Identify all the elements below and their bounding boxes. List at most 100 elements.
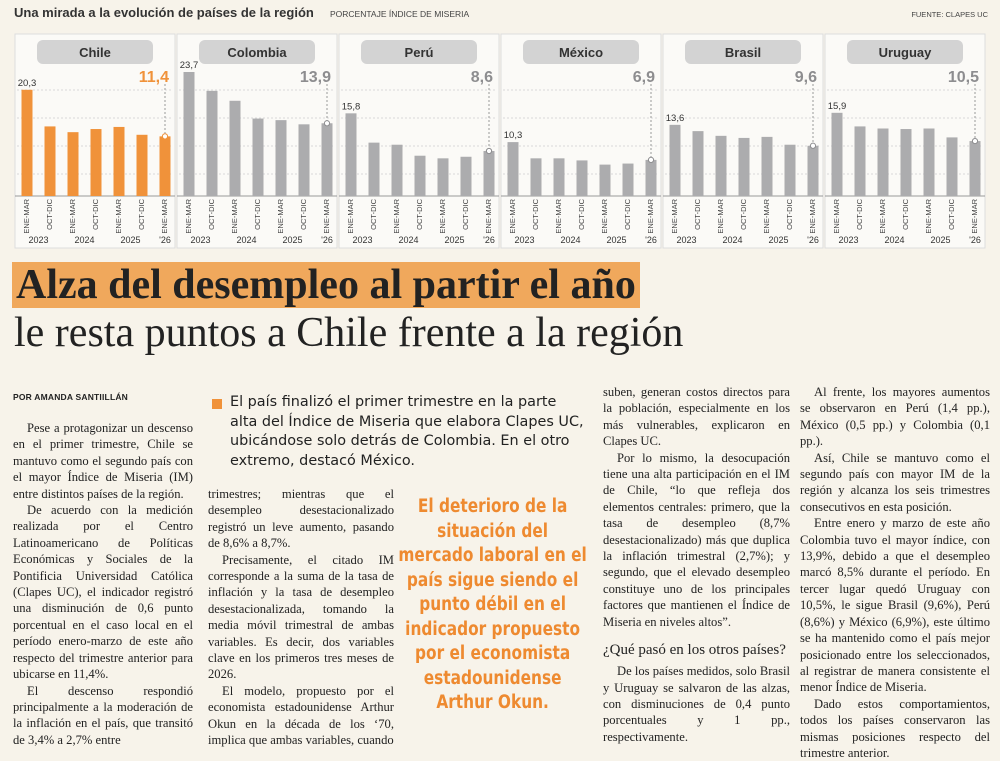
- year-label: 2025: [120, 235, 140, 245]
- x-tick-label: OCT-DIC: [369, 198, 378, 229]
- x-tick-label: ENE-MAR: [716, 198, 725, 233]
- x-tick-label: ENE-MAR: [508, 198, 517, 233]
- x-tick-label: ENE-MAR: [554, 198, 563, 233]
- x-tick-label: OCT-DIC: [461, 198, 470, 229]
- paragraph: Pese a protagonizar un descenso en el pr…: [13, 421, 193, 501]
- bar-marker: [971, 137, 979, 145]
- lede: El país finalizó el primer trimestre en …: [230, 394, 584, 469]
- x-tick-label: OCT-DIC: [91, 198, 100, 229]
- x-tick-label: OCT-DIC: [693, 198, 702, 229]
- x-tick-label: ENE-MAR: [484, 198, 493, 233]
- paragraph: El modelo, propuesto por el economista e…: [208, 683, 394, 748]
- year-label: 2024: [74, 235, 94, 245]
- x-tick-label: OCT-DIC: [207, 198, 216, 229]
- bar: [159, 136, 171, 196]
- bar: [252, 118, 264, 196]
- year-label: '26: [807, 235, 819, 245]
- year-label: 2023: [838, 235, 858, 245]
- year-label: 2024: [722, 235, 742, 245]
- paragraph: Así, Chile se mantuvo como el segundo pa…: [800, 450, 990, 514]
- panel-tab: [847, 40, 963, 64]
- x-tick-label: ENE-MAR: [184, 198, 193, 233]
- bar: [368, 142, 380, 196]
- paragraph: Precisamente, el citado IM corresponde a…: [208, 552, 394, 682]
- panel-title: Chile: [79, 45, 111, 60]
- x-tick-label: OCT-DIC: [531, 198, 540, 229]
- column: Al frente, los mayores aumentos se obser…: [800, 384, 990, 761]
- bar: [460, 156, 472, 196]
- value-label-latest: 9,6: [795, 69, 817, 86]
- bar: [669, 124, 681, 196]
- paragraph: Al frente, los mayores aumentos se obser…: [800, 385, 990, 449]
- pull-quote: El deterioro de la situación del mercado…: [398, 496, 587, 713]
- value-label: 15,9: [828, 101, 847, 112]
- headline-second-line: le resta puntos a Chile frente a la regi…: [14, 310, 684, 356]
- page: Una mirada a la evolución de países de l…: [12, 5, 990, 760]
- bar: [969, 141, 981, 196]
- x-tick-label: OCT-DIC: [45, 198, 54, 229]
- bar: [90, 129, 102, 196]
- paragraph: De acuerdo con la medición realizada por…: [13, 503, 193, 682]
- year-label: 2024: [236, 235, 256, 245]
- value-label: 23,7: [180, 60, 199, 71]
- bar-marker: [161, 133, 169, 140]
- bar: [183, 72, 195, 196]
- year-label: '26: [483, 235, 495, 245]
- paragraph: El descenso respondió principalmente a l…: [13, 683, 193, 747]
- x-tick-label: ENE-MAR: [878, 198, 887, 233]
- bar: [113, 126, 125, 196]
- bar: [900, 129, 912, 196]
- paragraph: trimestres; mientras que el desempleo de…: [208, 487, 394, 551]
- panel-tab: [685, 40, 801, 64]
- subhead: ¿Qué pasó en los otros países?: [603, 642, 786, 659]
- bar-marker: [323, 120, 331, 127]
- bar: [645, 159, 657, 196]
- value-label-latest: 13,9: [300, 69, 331, 86]
- year-label: 2023: [676, 235, 696, 245]
- panel-title: Uruguay: [879, 45, 933, 60]
- bar: [391, 144, 403, 196]
- panel-title: Brasil: [725, 45, 761, 60]
- bar: [321, 123, 333, 196]
- panel-title: México: [559, 45, 603, 60]
- bar: [206, 90, 218, 196]
- panel-title: Colombia: [227, 45, 287, 60]
- x-tick-label: OCT-DIC: [947, 198, 956, 229]
- year-label: 2024: [560, 235, 580, 245]
- year-label: 2025: [444, 235, 464, 245]
- x-tick-label: ENE-MAR: [392, 198, 401, 233]
- x-tick-label: ENE-MAR: [970, 198, 979, 233]
- bar: [761, 136, 773, 196]
- year-label: 2025: [606, 235, 626, 245]
- bar: [692, 131, 704, 196]
- paragraph: suben, generan costos directos para la p…: [603, 385, 790, 449]
- bar: [483, 151, 495, 196]
- x-tick-label: ENE-MAR: [438, 198, 447, 233]
- x-tick-label: ENE-MAR: [762, 198, 771, 233]
- value-label: 20,3: [18, 78, 37, 89]
- paragraph: Entre enero y marzo de este año Colombia…: [800, 516, 990, 695]
- bar: [877, 128, 889, 196]
- value-label: 10,3: [504, 130, 523, 141]
- bar: [715, 135, 727, 196]
- bar: [807, 145, 819, 196]
- bar: [507, 142, 519, 196]
- year-label: 2023: [352, 235, 372, 245]
- year-label: 2023: [190, 235, 210, 245]
- bar-marker: [485, 147, 493, 155]
- panel: [500, 33, 662, 249]
- paragraph: De los países medidos, solo Brasil y Uru…: [603, 664, 790, 744]
- bar: [599, 164, 611, 196]
- panel-tab: [37, 40, 153, 64]
- year-label: '26: [645, 235, 657, 245]
- chart-area: Una mirada a la evolución de países de l…: [14, 5, 989, 249]
- x-tick-label: OCT-DIC: [137, 198, 146, 229]
- panel-title: Perú: [405, 45, 434, 60]
- bar: [576, 160, 588, 196]
- column: trimestres; mientras que el desempleo de…: [208, 486, 394, 749]
- x-tick-label: OCT-DIC: [901, 198, 910, 229]
- year-label: 2023: [28, 235, 48, 245]
- x-tick-label: ENE-MAR: [230, 198, 239, 233]
- value-label: 15,8: [342, 101, 361, 112]
- x-tick-label: ENE-MAR: [114, 198, 123, 233]
